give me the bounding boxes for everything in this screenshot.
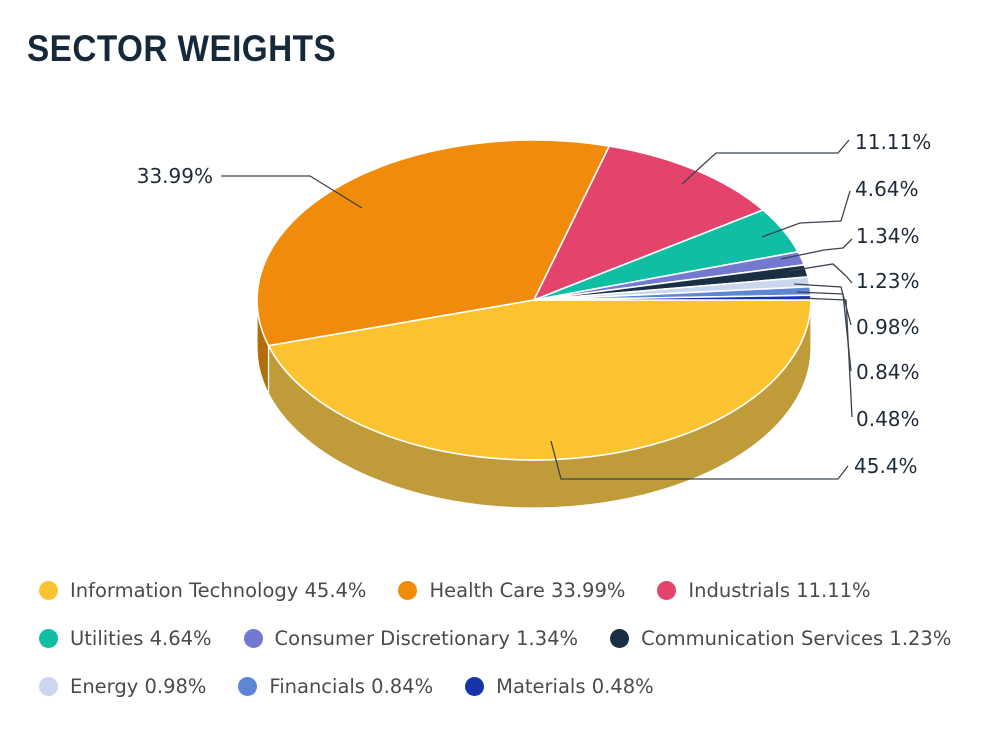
legend-label: Consumer Discretionary 1.34%: [274, 627, 579, 650]
pie-slice-information-technology[interactable]: [267, 299, 812, 461]
legend-item-industrials-11-11-[interactable]: Industrials 11.11%: [657, 577, 871, 604]
legend-label: Health Care 33.99%: [429, 579, 626, 602]
legend-marker-icon: [39, 581, 58, 600]
slice-label-3: 1.34%: [856, 224, 920, 248]
leader-line-2: [761, 190, 851, 238]
legend-marker-icon: [39, 677, 58, 696]
legend-row: Information Technology 45.4% Health Care …: [39, 577, 979, 604]
legend-label: Materials 0.48%: [496, 675, 654, 698]
legend-label: Financials 0.84%: [269, 675, 434, 698]
slice-label-2: 4.64%: [855, 177, 919, 201]
slice-callouts: 33.99% 11.11% 4.64% 1.34% 1.23% 0.98% 0.84% 0.4…: [137, 130, 931, 480]
leader-line-4: [788, 263, 853, 284]
slice-label-8: 45.4%: [854, 454, 918, 478]
legend-marker-icon: [39, 629, 58, 648]
leader-line-3: [780, 238, 853, 260]
leader-line-0: [221, 175, 363, 209]
legend-marker-icon: [243, 629, 263, 648]
legend-label: Energy 0.98%: [70, 675, 207, 698]
legend-item-utilities-4-64-[interactable]: Utilities 4.64%: [39, 625, 212, 652]
leader-line-7: [798, 297, 853, 418]
page-title: SECTOR WEIGHTS: [27, 28, 337, 69]
leader-line-8: [550, 440, 849, 480]
slice-label-5: 0.98%: [856, 315, 920, 339]
legend-item-communication-services-1-23-[interactable]: Communication Services 1.23%: [610, 625, 951, 652]
legend-label: Industrials 11.11%: [688, 579, 871, 602]
legend-label: Utilities 4.64%: [70, 627, 212, 650]
legend-row: Energy 0.98% Financials 0.84% Materials 0.…: [39, 673, 979, 700]
pie-slice-health-care[interactable]: [256, 139, 611, 347]
legend-marker-icon: [398, 581, 418, 600]
legend-item-financials-0-84-[interactable]: Financials 0.84%: [238, 673, 433, 700]
slice-label-1: 11.11%: [855, 130, 931, 154]
legend: Information Technology 45.4% Health Care …: [39, 577, 979, 721]
leader-line-1: [681, 139, 850, 185]
legend-row: Utilities 4.64% Consumer Discretionary 1.…: [39, 625, 979, 652]
legend-label: Information Technology 45.4%: [70, 579, 367, 602]
pie-slice-materials[interactable]: [533, 294, 812, 301]
legend-marker-icon: [238, 677, 258, 696]
legend-item-energy-0-98-[interactable]: Energy 0.98%: [39, 673, 206, 700]
pie-slices: [256, 139, 812, 461]
legend-marker-icon: [465, 677, 485, 696]
legend-label: Communication Services 1.23%: [641, 627, 952, 650]
leader-line-5: [793, 283, 852, 326]
slice-label-0: 33.99%: [137, 164, 213, 188]
pie-slice-industrials[interactable]: [533, 145, 764, 301]
legend-item-information-technology-45-4-[interactable]: Information Technology 45.4%: [39, 577, 366, 604]
legend-marker-icon: [657, 581, 677, 600]
slice-label-6: 0.84%: [856, 360, 920, 384]
legend-item-consumer-discretionary-1-34-[interactable]: Consumer Discretionary 1.34%: [243, 625, 579, 652]
slice-label-4: 1.23%: [856, 269, 920, 293]
legend-item-health-care-33-99-[interactable]: Health Care 33.99%: [398, 577, 625, 604]
legend-marker-icon: [610, 629, 630, 648]
legend-item-materials-0-48-[interactable]: Materials 0.48%: [465, 673, 654, 700]
slice-label-7: 0.48%: [856, 407, 920, 431]
